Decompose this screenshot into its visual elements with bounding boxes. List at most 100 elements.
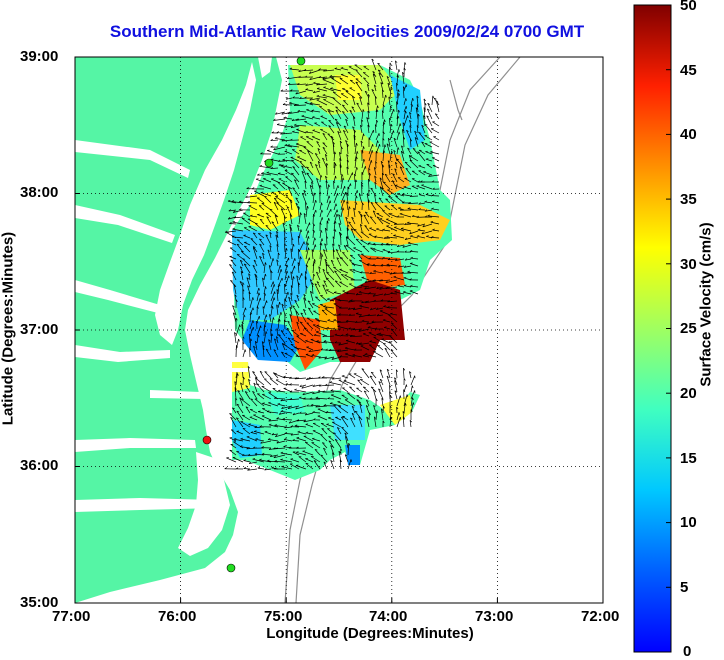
velocity-arrow-head bbox=[330, 201, 331, 203]
velocity-arrow bbox=[293, 441, 300, 442]
velocity-arrow-head bbox=[322, 217, 323, 219]
velocity-arrow-head bbox=[304, 328, 307, 329]
velocity-arrow bbox=[330, 77, 341, 78]
velocity-arrow-head bbox=[408, 115, 409, 117]
colorbar-tick-label: 10 bbox=[680, 514, 697, 531]
velocity-arrow-head bbox=[363, 333, 365, 334]
colorbar bbox=[634, 5, 671, 652]
velocity-arrow bbox=[229, 224, 236, 225]
velocity-arrow bbox=[341, 233, 342, 245]
velocity-arrow-head bbox=[400, 124, 401, 126]
velocity-arrow-head bbox=[381, 188, 383, 189]
velocity-arrow-head bbox=[289, 276, 290, 278]
station-marker-offline bbox=[203, 436, 211, 444]
velocity-arrow-head bbox=[315, 297, 318, 298]
x-axis-label: Longitude (Degrees:Minutes) bbox=[200, 625, 540, 642]
velocity-arrow bbox=[390, 106, 391, 112]
y-tick-label: 35:00 bbox=[20, 594, 58, 611]
velocity-arrow-head bbox=[336, 107, 338, 108]
velocity-arrow bbox=[327, 236, 328, 245]
velocity-arrow-head bbox=[306, 354, 308, 355]
velocity-arrow bbox=[285, 244, 286, 252]
velocity-arrow-head bbox=[296, 465, 298, 466]
velocity-arrow-head bbox=[278, 182, 280, 183]
colorbar-tick-label: 25 bbox=[680, 320, 697, 337]
velocity-arrow-head bbox=[417, 186, 420, 187]
velocity-arrow-head bbox=[267, 301, 268, 303]
velocity-arrow-head bbox=[295, 258, 296, 261]
velocity-arrow-head bbox=[295, 266, 296, 269]
velocity-arrow-head bbox=[398, 208, 401, 209]
velocity-arrow-head bbox=[256, 179, 259, 180]
coverage-gap bbox=[232, 368, 248, 372]
colorbar-label: Surface Velocity (cm/s) bbox=[698, 205, 715, 405]
colorbar-tick-label: 15 bbox=[680, 450, 697, 467]
velocity-arrow bbox=[325, 385, 334, 386]
velocity-arrow bbox=[320, 252, 321, 259]
velocity-arrow-head bbox=[311, 339, 314, 340]
velocity-arrow-head bbox=[353, 269, 355, 270]
velocity-arrow-head bbox=[264, 379, 266, 380]
colorbar-tick-label: 40 bbox=[680, 126, 697, 143]
y-tick-label: 39:00 bbox=[20, 48, 58, 65]
x-tick-label: 74:00 bbox=[369, 608, 407, 625]
velocity-arrow bbox=[313, 214, 314, 224]
velocity-arrow-head bbox=[419, 165, 421, 166]
velocity-arrow-head bbox=[394, 109, 395, 112]
velocity-arrow-head bbox=[338, 185, 339, 188]
velocity-arrow-head bbox=[328, 417, 330, 418]
velocity-arrow-head bbox=[363, 387, 366, 388]
velocity-arrow-head bbox=[231, 430, 234, 431]
velocity-arrow bbox=[299, 283, 300, 294]
velocity-arrow-head bbox=[394, 131, 395, 133]
station-marker bbox=[227, 564, 235, 572]
station-marker bbox=[297, 57, 305, 65]
velocity-arrow-head bbox=[313, 130, 316, 131]
velocity-arrow-head bbox=[406, 85, 407, 88]
velocity-arrow-head bbox=[363, 246, 366, 247]
velocity-arrow bbox=[397, 102, 398, 112]
y-axis-label: Latitude (Degrees:Minutes) bbox=[0, 229, 17, 429]
colorbar-tick-label: 45 bbox=[680, 62, 697, 79]
velocity-arrow-head bbox=[323, 87, 326, 88]
x-tick-label: 72:00 bbox=[581, 608, 619, 625]
velocity-arrow-head bbox=[343, 101, 345, 102]
x-tick-label: 73:00 bbox=[475, 608, 513, 625]
colorbar-tick-label: 20 bbox=[680, 385, 697, 402]
velocity-arrow-head bbox=[296, 129, 298, 130]
velocity-arrow-head bbox=[394, 227, 397, 228]
y-tick-label: 38:00 bbox=[20, 184, 58, 201]
velocity-arrow-head bbox=[380, 144, 381, 146]
velocity-arrow-head bbox=[425, 151, 427, 152]
velocity-arrow-head bbox=[386, 199, 389, 200]
velocity-arrow-head bbox=[306, 424, 309, 425]
velocity-arrow-head bbox=[333, 98, 336, 99]
velocity-arrow-head bbox=[261, 326, 262, 328]
velocity-arrow-head bbox=[338, 193, 339, 196]
colorbar-tick-label: 0 bbox=[683, 643, 691, 660]
colorbar-tick-label: 5 bbox=[680, 579, 688, 596]
velocity-arrow-head bbox=[421, 185, 423, 186]
velocity-arrow-head bbox=[270, 209, 272, 210]
velocity-arrow-head bbox=[316, 331, 319, 332]
velocity-arrow-head bbox=[400, 417, 401, 419]
velocity-arrow-head bbox=[406, 385, 407, 387]
velocity-arrow-head bbox=[326, 424, 329, 425]
colorbar-tick-label: 30 bbox=[680, 256, 697, 273]
x-tick-label: 76:00 bbox=[158, 608, 196, 625]
velocity-arrow-head bbox=[307, 142, 309, 143]
y-tick-label: 36:00 bbox=[20, 457, 58, 474]
y-tick-label: 37:00 bbox=[20, 321, 58, 338]
velocity-arrow-head bbox=[410, 291, 413, 292]
velocity-arrow bbox=[248, 455, 257, 456]
velocity-arrow-head bbox=[257, 214, 259, 215]
velocity-arrow bbox=[248, 203, 258, 204]
velocity-arrow-head bbox=[344, 380, 346, 381]
velocity-arrow-head bbox=[383, 343, 386, 344]
velocity-arrow-head bbox=[341, 74, 343, 75]
velocity-arrow bbox=[285, 434, 292, 435]
velocity-arrow-head bbox=[265, 431, 267, 432]
velocity-arrow-head bbox=[253, 320, 254, 323]
velocity-arrow-head bbox=[389, 213, 392, 214]
velocity-arrow-head bbox=[327, 109, 329, 110]
